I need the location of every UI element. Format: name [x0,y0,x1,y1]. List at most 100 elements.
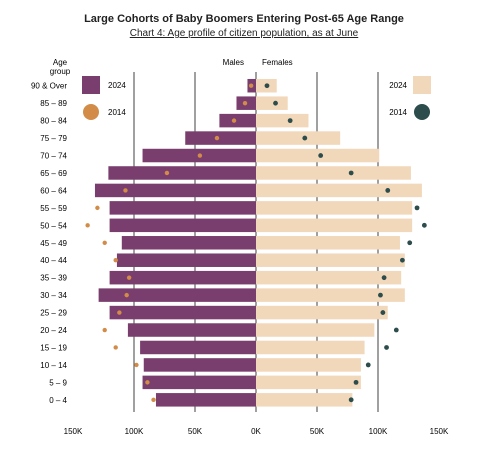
male-dot-2014 [134,362,139,368]
female-dot-2014 [365,362,371,368]
x-tick-label: 150K [430,427,449,436]
male-bar-2024 [109,305,256,320]
male-bar-2024 [109,201,256,215]
age-group-label: 80 – 84 [40,117,67,126]
legend-female-2024-swatch [413,76,431,94]
legend-male-2024-swatch [82,76,100,94]
female-dot-2014 [380,310,386,315]
male-dot-2014 [113,258,118,263]
male-bar-2024 [155,393,256,407]
female-dot-2014 [385,188,391,193]
age-group-label: 50 – 54 [40,221,67,230]
female-dot-2014 [381,275,387,281]
females-label: Females [262,58,293,67]
male-dot-2014 [214,135,220,141]
male-bar-2024 [143,358,256,372]
female-dot-2014 [273,100,278,106]
age-labels: 90 & Over 85 – 89 80 – 84 75 – 79 70 – 74 65 … [31,82,68,405]
male-bar-2024 [142,375,256,390]
legend-male-2024-label: 2024 [108,81,126,90]
male-bar-2024 [109,218,256,233]
female-bar-2024 [256,201,413,215]
male-bar-2024 [108,166,256,180]
legend-male-2014-label: 2014 [108,108,126,117]
female-dot-2014 [378,292,383,298]
female-dot-2014 [421,222,427,228]
male-dot-2014 [102,240,107,245]
age-group-label: 20 – 24 [40,326,67,335]
x-tick-label: 100K [125,427,144,436]
age-group-label: 0 – 4 [49,396,67,405]
x-tick-label: 0K [251,427,261,436]
female-dot-2014 [348,170,354,176]
female-dot-2014 [407,240,413,246]
female-bar-2024 [256,113,309,128]
male-dot-2014 [113,345,118,350]
female-dot-2014 [287,118,293,124]
male-dot-2014 [151,397,156,403]
female-dot-2014 [393,327,399,333]
male-dot-2014 [145,380,150,385]
male-bar-2024 [98,288,257,302]
female-bar-2024 [256,218,413,233]
age-group-label: 85 – 89 [40,99,67,108]
female-bar-2024 [256,323,375,337]
age-group-label: 70 – 74 [40,152,67,161]
male-dot-2014 [117,310,122,315]
female-bar-2024 [256,288,405,302]
female-bar-2024 [256,96,288,110]
legend-female-2024-label: 2024 [389,81,407,90]
chart-subtitle: Chart 4: Age profile of citizen populati… [129,28,359,39]
female-bar-2024 [256,183,422,198]
female-dot-2014 [353,379,359,385]
legend-female-2014-label: 2014 [389,108,407,117]
female-bar-2024 [256,305,388,320]
legend-female-2014-swatch [414,104,430,120]
female-dot-2014 [400,257,405,263]
male-bar-2024 [219,113,256,128]
male-dot-2014 [197,153,203,158]
male-dot-2014 [123,188,128,193]
male-dot-2014 [231,118,237,123]
female-bar-2024 [256,358,361,372]
female-bar-2024 [256,166,411,180]
age-group-label: 90 & Over [31,82,67,91]
male-bar-2024 [121,236,256,250]
male-dot-2014 [242,100,248,106]
age-group-label: 25 – 29 [40,309,67,318]
age-group-label: 55 – 59 [40,204,67,213]
dots-layer [85,83,427,403]
male-dot-2014 [102,327,107,333]
age-group-label: 30 – 34 [40,291,67,300]
age-group-label: 40 – 44 [40,256,67,265]
x-tick-label: 50K [310,427,325,436]
male-dot-2014 [124,292,129,298]
female-bar-2024 [256,148,380,163]
x-tick-label: 100K [369,427,388,436]
x-tick-labels: 150K 100K 50K 0K 50K 100K 150K [64,427,449,436]
female-dot-2014 [318,153,324,158]
legend-male-2014-swatch [83,104,99,120]
x-tick-label: 50K [188,427,203,436]
male-dot-2014 [248,83,254,88]
male-dot-2014 [85,223,90,228]
age-group-label: 10 – 14 [40,361,67,370]
female-dot-2014 [384,345,389,350]
age-group-label: 15 – 19 [40,343,67,352]
x-tick-label: 150K [64,427,83,436]
male-dot-2014 [164,170,170,176]
legend: 2024 2014 2024 2014 [82,76,431,120]
age-group-label: 65 – 69 [40,169,67,178]
male-bar-2024 [185,131,256,145]
age-group-label: 45 – 49 [40,239,67,248]
age-group-label: 35 – 39 [40,274,67,283]
female-bar-2024 [256,131,341,145]
age-group-label: 75 – 79 [40,134,67,143]
female-bar-2024 [256,375,361,390]
female-bar-2024 [256,270,402,285]
age-group-label: 60 – 64 [40,186,67,195]
female-dot-2014 [414,205,420,211]
age-group-label: 5 – 9 [49,378,67,387]
female-dot-2014 [264,83,270,89]
